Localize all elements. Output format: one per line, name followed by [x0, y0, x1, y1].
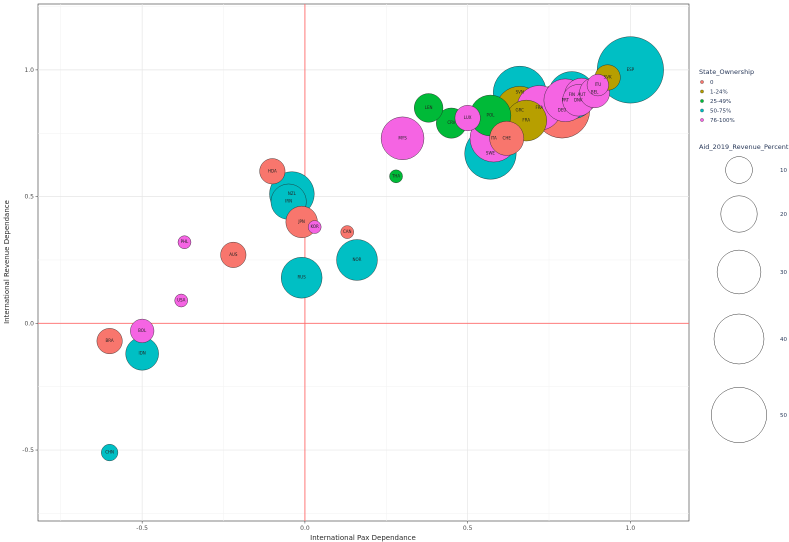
data-point [340, 225, 354, 239]
data-points: ESP DEU SVN SWE GRC FIN ITA FRA NZL PRT MYS FRA POL N… [96, 36, 664, 462]
x-axis: -0.5 0.0 0.5 1.0 [136, 521, 635, 532]
legend-key [700, 99, 704, 103]
size-legend-circle [720, 195, 758, 233]
color-legend: State_Ownership 0 1-24% 25-49% 50-75% 76-100… [699, 68, 754, 124]
legend-label: 50-75% [710, 109, 731, 115]
color-legend-title: State_Ownership [699, 68, 754, 76]
point-label: NOR [353, 257, 362, 262]
legend-key [700, 80, 704, 84]
point-label: ITU [595, 82, 602, 87]
point-label: RUS [298, 275, 307, 280]
data-point [130, 318, 155, 343]
x-tick-label: 1.0 [626, 525, 636, 532]
data-point [414, 93, 444, 123]
data-point [380, 116, 425, 160]
size-legend-circle [711, 387, 767, 443]
size-legend-circle [713, 313, 765, 365]
point-label: GRC [515, 107, 524, 112]
data-point [96, 328, 123, 354]
data-point [259, 158, 286, 185]
size-legend: Aid_2019_Revenue_Percent 10 20 30 40 50 [699, 143, 789, 443]
legend-key [700, 89, 704, 94]
point-label: LUX [464, 115, 472, 120]
x-axis-title: International Pax Dependance [310, 534, 416, 542]
size-legend-circle [725, 156, 753, 184]
point-label: LEN [425, 105, 433, 110]
point-label: USA [177, 298, 186, 303]
data-point [389, 169, 403, 184]
point-label: CHN [105, 450, 114, 455]
point-label: AUS [229, 252, 238, 257]
size-legend-label: 20 [780, 212, 787, 218]
size-legend-title: Aid_2019_Revenue_Percent [699, 143, 789, 151]
point-label: PRT [562, 97, 570, 102]
x-tick-label: -0.5 [136, 525, 148, 532]
legend-label: 25-49% [710, 99, 731, 105]
point-label: DEU [558, 107, 567, 112]
x-tick-label: 0.5 [463, 525, 473, 532]
data-point [586, 74, 609, 97]
point-label: JPN [297, 219, 305, 224]
data-point [220, 241, 247, 268]
point-label: SVN [516, 90, 524, 95]
y-tick-label: 1.0 [24, 67, 34, 74]
point-label: AUT [578, 92, 587, 97]
y-axis: -0.5 0.0 0.5 1.0 [22, 67, 38, 454]
y-tick-label: 0.5 [24, 194, 34, 201]
data-point [281, 257, 323, 299]
point-label: FRA [522, 118, 530, 123]
size-legend-label: 40 [780, 337, 787, 343]
size-legend-label: 30 [780, 270, 787, 276]
point-label: BOL [138, 328, 147, 333]
point-label: CAN [343, 229, 352, 234]
point-label: BEL [591, 90, 599, 95]
size-legend-label: 10 [780, 168, 787, 174]
point-label: PHL [181, 239, 189, 244]
point-label: SVK [604, 74, 612, 79]
point-label: FIN [569, 92, 575, 97]
point-label: FRA [535, 105, 543, 110]
data-point [177, 235, 192, 249]
y-tick-label: 0.0 [24, 320, 34, 327]
point-label: SWE [486, 151, 495, 156]
data-point [336, 239, 378, 281]
point-label: IRN [285, 199, 292, 204]
y-tick-label: -0.5 [22, 447, 34, 454]
size-legend-circle [716, 249, 762, 295]
point-label: DNK [574, 97, 583, 102]
data-point [454, 105, 481, 131]
point-label: HDA [268, 168, 277, 173]
point-label: MYS [398, 135, 407, 140]
legend-label: 76-100% [710, 118, 735, 124]
point-label: BRA [106, 338, 114, 343]
legend-key [700, 108, 704, 113]
y-axis-title: International Revenue Dependance [3, 200, 11, 324]
size-legend-label: 50 [780, 413, 787, 419]
point-label: KOR [311, 224, 320, 229]
point-label: IDN [139, 351, 146, 356]
x-tick-label: 0.0 [300, 525, 310, 532]
point-label: ITA [491, 135, 497, 140]
data-point [307, 220, 322, 234]
point-label: CHE [503, 135, 512, 140]
legend-label: 0 [710, 80, 714, 86]
legend-key [700, 118, 704, 122]
point-label: THA [391, 173, 400, 178]
data-point [101, 444, 119, 462]
data-point [174, 293, 188, 308]
point-label: ESP [627, 67, 635, 72]
point-label: POL [487, 113, 496, 118]
point-label: NZL [288, 191, 297, 196]
legend-label: 1-24% [710, 90, 728, 96]
point-label: CRV [447, 120, 455, 125]
data-point [489, 121, 525, 156]
